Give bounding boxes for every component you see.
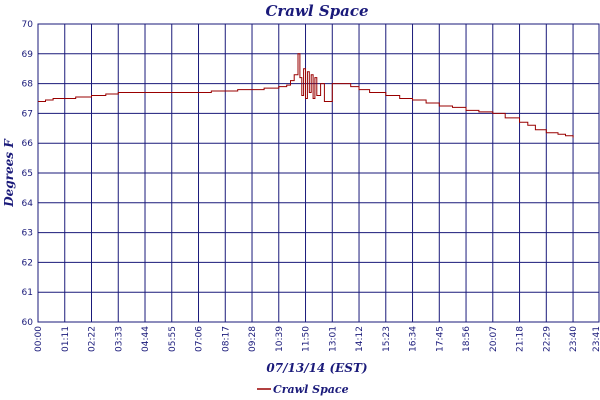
y-axis-label: Degrees F	[2, 138, 16, 208]
x-tick-label: 20:07	[489, 326, 499, 352]
legend-label: Crawl Space	[273, 383, 349, 396]
y-tick-label: 61	[22, 288, 33, 298]
grid	[37, 23, 599, 323]
x-tick-label: 18:56	[462, 326, 472, 352]
x-tick-label: 01:11	[61, 326, 71, 352]
x-tick-label: 11:50	[302, 326, 312, 352]
x-tick-label: 21:18	[516, 326, 526, 352]
y-tick-label: 60	[22, 318, 34, 328]
x-tick-label: 22:29	[542, 326, 552, 352]
x-tick-label: 17:45	[435, 326, 445, 352]
x-tick-label: 23:41	[592, 326, 600, 352]
x-tick-label: 15:23	[382, 326, 392, 352]
x-tick-label: 13:01	[328, 326, 338, 352]
x-tick-label: 10:39	[275, 326, 285, 352]
x-tick-label: 14:12	[355, 326, 365, 352]
x-axis-label: 07/13/14 (EST)	[266, 361, 367, 375]
x-tick-label: 08:17	[221, 326, 231, 352]
x-tick-label: 23:40	[569, 326, 579, 352]
y-tick-label: 70	[22, 20, 34, 30]
x-tick-label: 07:06	[195, 326, 205, 352]
y-tick-label: 68	[22, 80, 34, 90]
x-tick-label: 00:00	[34, 326, 44, 352]
chart-title: Crawl Space	[265, 2, 368, 20]
y-tick-label: 66	[22, 139, 34, 149]
x-tick-label: 16:34	[409, 326, 419, 352]
series-line-crawl-space	[38, 53, 574, 138]
y-tick-label: 69	[22, 50, 34, 60]
legend: Crawl Space	[257, 383, 349, 396]
x-tick-label: 05:55	[168, 326, 178, 352]
x-tick-label: 09:28	[248, 326, 258, 352]
y-tick-label: 65	[22, 169, 33, 179]
x-tick-label: 04:44	[141, 326, 151, 352]
y-tick-label: 67	[22, 109, 33, 119]
x-tick-label: 03:33	[114, 326, 124, 352]
y-tick-label: 64	[22, 199, 34, 209]
y-tick-label: 63	[22, 229, 33, 239]
y-axis-ticks: 60 61 62 63 64 65 66 67 68 69 70	[22, 20, 34, 328]
series-layer	[38, 53, 574, 138]
x-axis-ticks: 00:00 01:11 02:22 03:33 04:44 05:55 07:06 08:17…	[34, 326, 600, 352]
x-tick-label: 02:22	[88, 326, 98, 352]
y-tick-label: 62	[22, 258, 33, 268]
